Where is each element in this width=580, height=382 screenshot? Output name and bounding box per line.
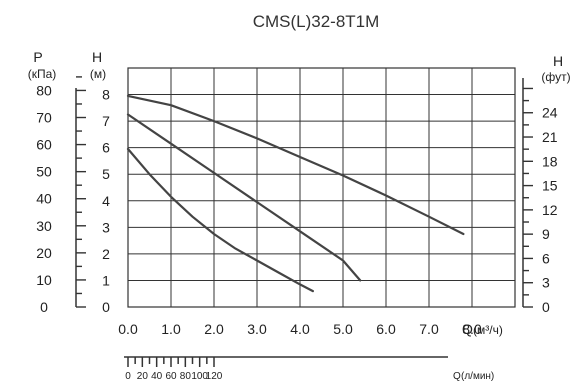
feet-axis-label: H (553, 53, 563, 69)
feet-tick-label: 18 (542, 153, 558, 169)
x2-axis-label: Q (453, 371, 461, 382)
curves (126, 94, 465, 293)
x-tick-label: 8.0 (462, 321, 482, 337)
y-axis-label: H (92, 49, 102, 65)
y-tick-label: 4 (102, 193, 110, 209)
x-tick-label: 3.0 (247, 321, 267, 337)
x2-tick-label: 0 (125, 371, 131, 382)
chart-title: CMS(L)32-8T1M (253, 12, 380, 31)
pump-curve-1 (126, 94, 465, 236)
x2-tick-label: 20 (137, 371, 149, 382)
feet-tick-label: 15 (542, 178, 558, 194)
y-tick-label: 7 (102, 113, 110, 129)
y-tick-label: 8 (102, 87, 110, 103)
y-tick-label: 3 (102, 219, 110, 235)
axis-labels: 0.0 1.0 2.0 3.0 4.0 5.0 6.0 7.0 8.0Q (м³/ч)0 20 40 6… (28, 49, 571, 382)
y-tick-label: 1 (102, 272, 110, 288)
y-tick-label: 5 (102, 166, 110, 182)
pressure-tick-label: 20 (36, 245, 52, 261)
x2-tick-label: 120 (206, 371, 223, 382)
feet-tick-label: 21 (542, 129, 558, 145)
x2-tick-label: 40 (151, 371, 163, 382)
x-tick-label: 0.0 (118, 321, 138, 337)
feet-tick-label: 12 (542, 202, 558, 218)
y-axis-unit: (м) (90, 67, 106, 81)
axes (75, 76, 533, 367)
pressure-tick-label: 10 (36, 272, 52, 288)
pressure-axis-label: P (33, 49, 42, 65)
pressure-tick-label: 50 (36, 164, 52, 180)
feet-axis-unit: (фут) (541, 70, 570, 84)
x-tick-label: 7.0 (419, 321, 439, 337)
feet-tick-label: 0 (542, 299, 550, 315)
feet-tick-label: 9 (542, 226, 550, 242)
x2-tick-label: 100 (191, 371, 208, 382)
x2-tick-label: 60 (165, 371, 177, 382)
pressure-tick-label: 70 (36, 110, 52, 126)
x2-tick-label: 80 (180, 371, 192, 382)
x-axis-label: Q (462, 321, 473, 337)
plot-frame (127, 67, 516, 308)
x-tick-label: 6.0 (376, 321, 396, 337)
pressure-tick-label: 30 (36, 218, 52, 234)
pressure-tick-label: 80 (36, 82, 52, 98)
pressure-tick-label: 60 (36, 137, 52, 153)
y-tick-label: 0 (102, 299, 110, 315)
feet-tick-label: 24 (542, 105, 558, 121)
x-tick-label: 1.0 (161, 321, 181, 337)
x-tick-label: 5.0 (333, 321, 353, 337)
feet-tick-label: 3 (542, 275, 550, 291)
pressure-tick-label: 40 (36, 191, 52, 207)
y-tick-label: 2 (102, 246, 110, 262)
pressure-tick-label: 0 (40, 299, 48, 315)
x2-axis-unit: (л/мин) (461, 371, 494, 382)
grid (127, 67, 516, 308)
feet-tick-label: 6 (542, 250, 550, 266)
pump-curve-3 (126, 147, 314, 293)
x-tick-label: 2.0 (204, 321, 224, 337)
pressure-axis-unit: (кПа) (28, 67, 57, 81)
pump-curve-2 (126, 113, 362, 282)
y-tick-label: 6 (102, 140, 110, 156)
x-tick-label: 4.0 (290, 321, 310, 337)
x-axis-unit: (м³/ч) (473, 323, 503, 337)
